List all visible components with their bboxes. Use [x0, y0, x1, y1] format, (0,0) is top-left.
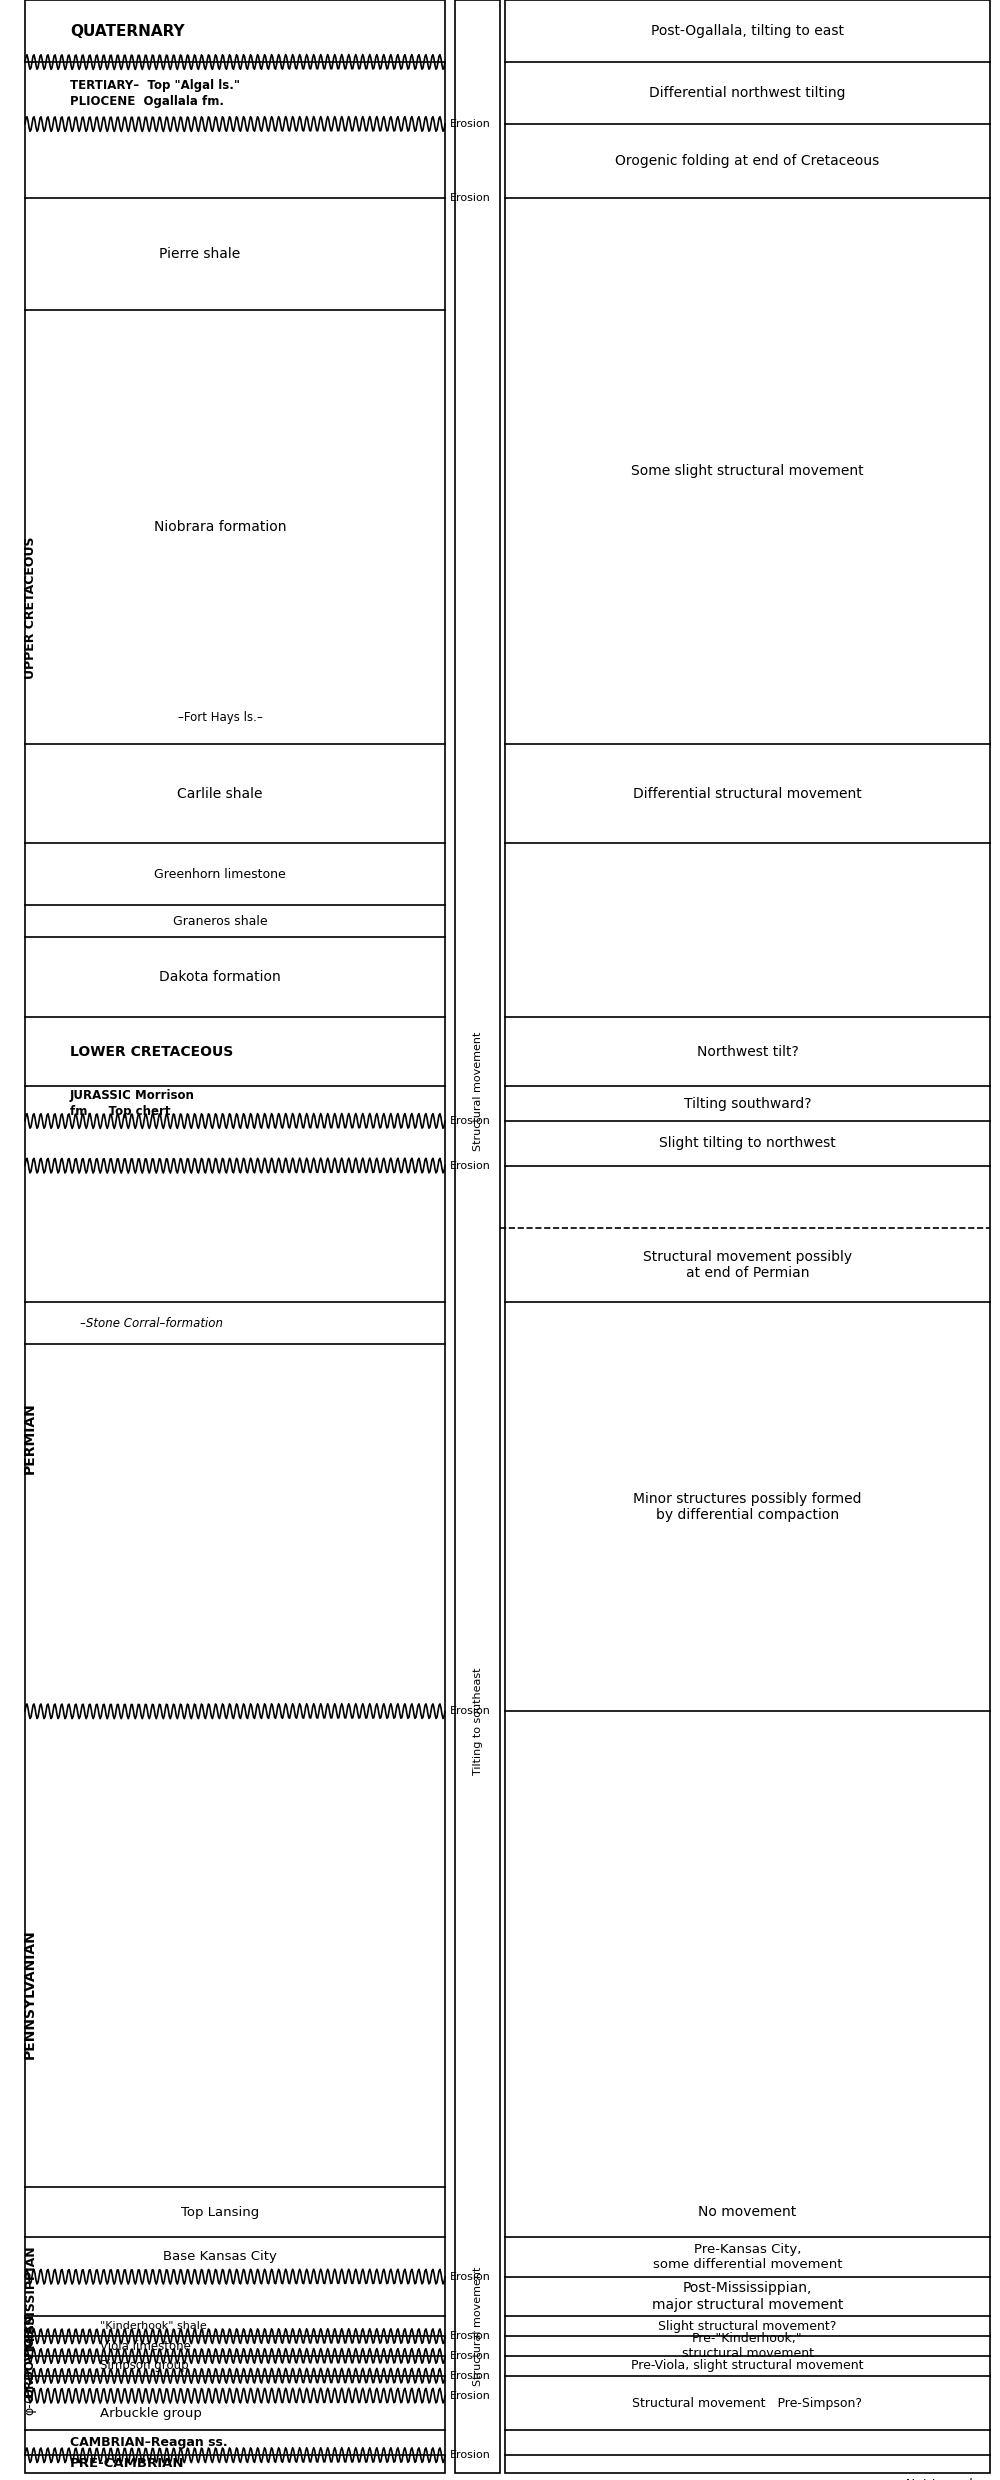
- Text: Erosion: Erosion: [450, 2351, 491, 2361]
- Text: Post-Ogallala, tilting to east: Post-Ogallala, tilting to east: [651, 25, 844, 37]
- Text: Tilting southward?: Tilting southward?: [684, 1096, 811, 1111]
- Text: Slight structural movement?: Slight structural movement?: [658, 2319, 837, 2334]
- Text: Erosion: Erosion: [450, 1706, 491, 1716]
- Text: Differential northwest tilting: Differential northwest tilting: [649, 87, 846, 99]
- Text: No movement: No movement: [698, 2205, 797, 2220]
- Text: Niobrara formation: Niobrara formation: [154, 521, 286, 533]
- Text: Some slight structural movement: Some slight structural movement: [631, 464, 864, 479]
- Text: Structural movement: Structural movement: [473, 1032, 483, 1151]
- Bar: [25, 0, 445, 2473]
- Text: Erosion: Erosion: [450, 2331, 491, 2341]
- Text: Erosion: Erosion: [450, 2371, 491, 2381]
- Text: φ-O: φ-O: [24, 2391, 37, 2416]
- Text: Erosion: Erosion: [450, 119, 491, 129]
- Text: JURASSIC Morrison
fm.    Top chert: JURASSIC Morrison fm. Top chert: [70, 1089, 195, 1118]
- Bar: [455, 0, 500, 2473]
- Text: –Stone Corral–formation: –Stone Corral–formation: [80, 1317, 223, 1329]
- Text: QUATERNARY: QUATERNARY: [70, 22, 185, 40]
- Text: Arbuckle group: Arbuckle group: [100, 2406, 202, 2420]
- Text: Erosion: Erosion: [450, 2450, 491, 2460]
- Bar: [505, 0, 990, 2473]
- Text: Dakota formation: Dakota formation: [159, 970, 281, 985]
- Text: Northwest tilt?: Northwest tilt?: [697, 1044, 798, 1059]
- Text: Structural movement: Structural movement: [473, 2267, 483, 2386]
- Text: Pre-Kansas City,
some differential movement: Pre-Kansas City, some differential movem…: [653, 2242, 842, 2272]
- Text: Pre-Viola, slight structural movement: Pre-Viola, slight structural movement: [631, 2358, 864, 2373]
- Text: Erosion: Erosion: [450, 2391, 491, 2401]
- Text: Erosion: Erosion: [450, 1161, 491, 1171]
- Text: PENNSYLVANIAN: PENNSYLVANIAN: [23, 1929, 37, 2058]
- Text: CAMBRIAN–Reagan ss.: CAMBRIAN–Reagan ss.: [70, 2435, 228, 2450]
- Text: Top Lansing: Top Lansing: [181, 2205, 259, 2220]
- Text: MISSISSIPPIAN: MISSISSIPPIAN: [24, 2244, 37, 2349]
- Text: Minor structures possibly formed
by differential compaction: Minor structures possibly formed by diff…: [633, 1490, 862, 1523]
- Text: Orogenic folding at end of Cretaceous: Orogenic folding at end of Cretaceous: [615, 154, 880, 169]
- Text: Post-Mississippian,
major structural movement: Post-Mississippian, major structural mov…: [652, 2282, 843, 2311]
- Text: Simpson group: Simpson group: [100, 2358, 189, 2373]
- Text: Erosion: Erosion: [450, 2272, 491, 2282]
- Text: TERTIARY–  Top "Algal ls."
PLIOCENE  Ogallala fm.: TERTIARY– Top "Algal ls." PLIOCENE Ogall…: [70, 79, 240, 107]
- Text: Graneros shale: Graneros shale: [173, 915, 267, 928]
- Text: Carlile shale: Carlile shale: [177, 786, 263, 801]
- Text: Differential structural movement: Differential structural movement: [633, 786, 862, 801]
- Text: –Fort Hays ls.–: –Fort Hays ls.–: [178, 712, 262, 724]
- Text: Pierre shale: Pierre shale: [159, 248, 241, 260]
- Text: Structural movement   Pre-Simpson?: Structural movement Pre-Simpson?: [633, 2396, 862, 2411]
- Text: Slight tilting to northwest: Slight tilting to northwest: [659, 1136, 836, 1151]
- Text: UPPER CRETACEOUS: UPPER CRETACEOUS: [24, 536, 37, 680]
- Text: Erosion: Erosion: [450, 193, 491, 203]
- Text: ORDOVICIAN: ORDOVICIAN: [24, 2314, 37, 2398]
- Text: Not to scale: Not to scale: [905, 2478, 980, 2480]
- Text: Greenhorn limestone: Greenhorn limestone: [154, 868, 286, 880]
- Text: LOWER CRETACEOUS: LOWER CRETACEOUS: [70, 1044, 233, 1059]
- Text: Base Kansas City: Base Kansas City: [163, 2249, 277, 2264]
- Text: Structural movement possibly
at end of Permian: Structural movement possibly at end of P…: [643, 1250, 852, 1280]
- Text: Tilting to southeast: Tilting to southeast: [473, 1667, 483, 1776]
- Text: Viola limestone: Viola limestone: [100, 2339, 191, 2354]
- Text: PRE-CAMBRIAN: PRE-CAMBRIAN: [70, 2458, 184, 2470]
- Text: PERMIAN: PERMIAN: [23, 1404, 37, 1473]
- Text: Pre-"Kinderhook,"
structural movement: Pre-"Kinderhook," structural movement: [682, 2331, 814, 2361]
- Text: Erosion: Erosion: [450, 1116, 491, 1126]
- Text: "Kinderhook" shale: "Kinderhook" shale: [100, 2321, 207, 2331]
